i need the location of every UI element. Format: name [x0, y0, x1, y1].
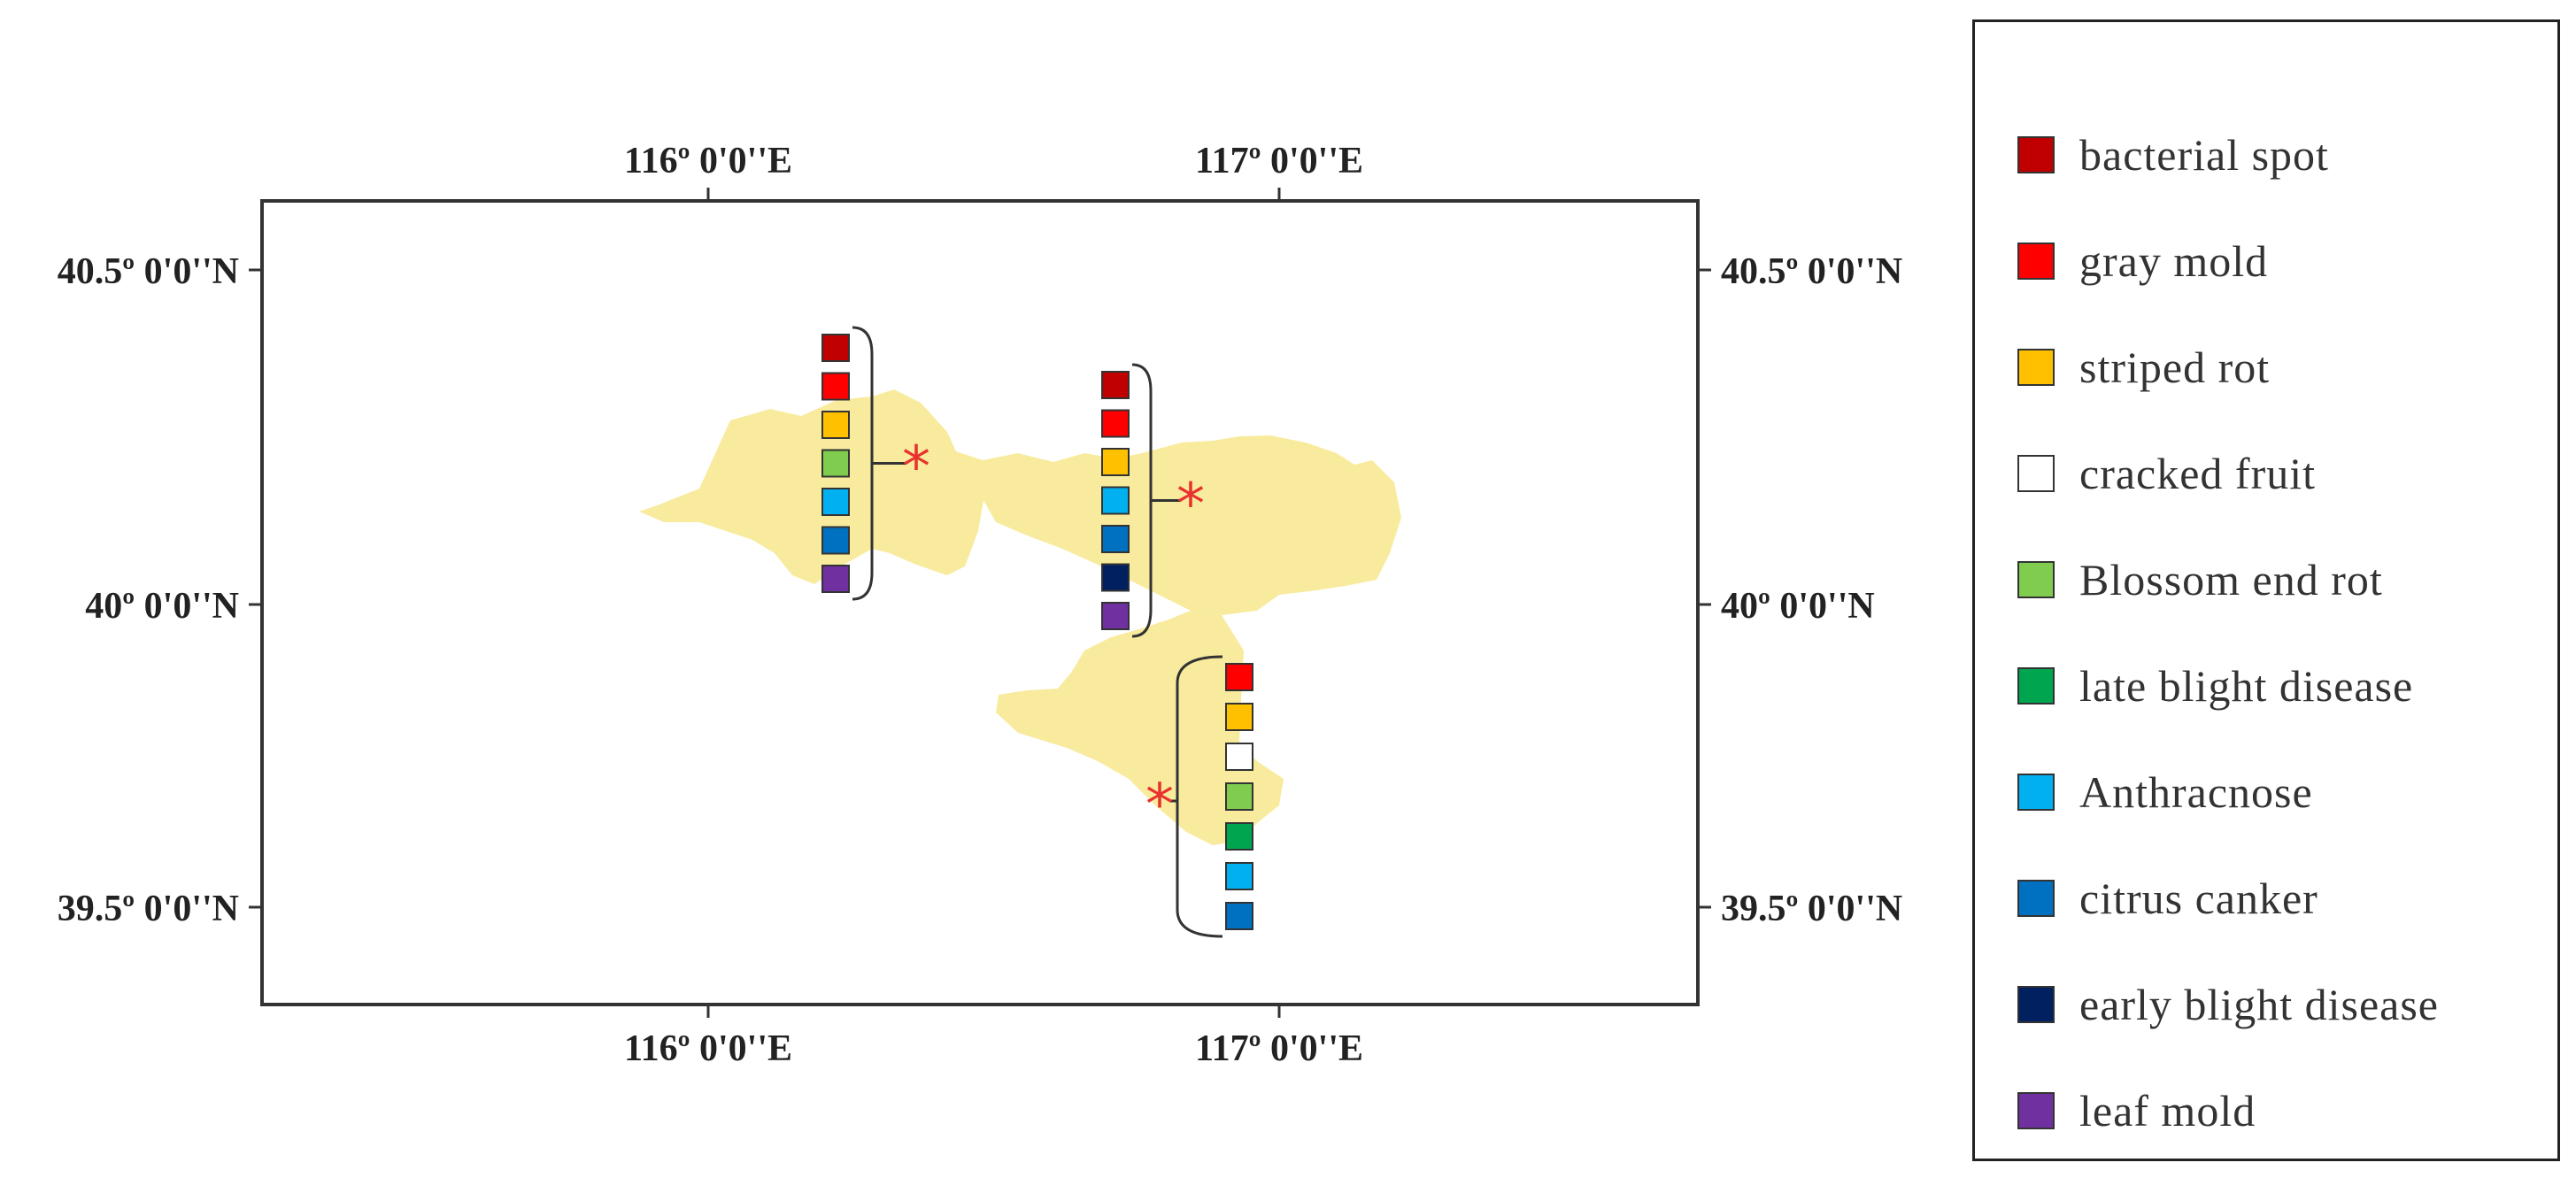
disease-square-striped-rot: [1225, 703, 1253, 731]
site-bracket: [852, 326, 906, 601]
map-frame: [260, 199, 1700, 1006]
right-tick-40-5n: 40.5º 0'0''N: [1721, 251, 1902, 292]
sites-layer: * * *: [821, 326, 1253, 938]
left-tick-39-5n: 39.5º 0'0''N: [58, 889, 239, 929]
site-bracket: [1131, 363, 1180, 638]
left-tick-40-5n: 40.5º 0'0''N: [58, 251, 239, 292]
legend-item-anthracnose: Anthracnose: [2017, 766, 2313, 819]
site-star-marker: *: [1145, 773, 1174, 838]
disease-square-bacterial-spot: [821, 334, 850, 362]
disease-square-citrus-canker: [1101, 525, 1130, 553]
disease-square-anthracnose: [821, 488, 850, 516]
legend-swatch: [2017, 243, 2055, 280]
legend-label: gray mold: [2079, 236, 2269, 286]
left-tick-40n: 40º 0'0''N: [85, 586, 239, 627]
right-tick-40n: 40º 0'0''N: [1721, 586, 1875, 627]
disease-square-citrus-canker: [1225, 902, 1253, 930]
legend-swatch: [2017, 561, 2055, 598]
legend-item-bacterial-spot: bacterial spot: [2017, 128, 2329, 181]
legend-item-striped-rot: striped rot: [2017, 341, 2270, 394]
legend-swatch: [2017, 1092, 2055, 1129]
disease-square-gray-mold: [1225, 663, 1253, 691]
legend-swatch: [2017, 349, 2055, 386]
legend-item-blossom-end-rot: Blossom end rot: [2017, 553, 2383, 606]
legend-label: citrus canker: [2079, 874, 2318, 923]
region-west: [639, 389, 984, 584]
legend-label: late blight disease: [2079, 661, 2414, 711]
disease-square-late-blight: [1225, 822, 1253, 851]
region-northeast: [981, 435, 1401, 615]
disease-square-leaf-mold: [821, 565, 850, 593]
legend-item-gray-mold: gray mold: [2017, 235, 2268, 288]
disease-square-early-blight: [1101, 563, 1130, 592]
legend-label: Blossom end rot: [2079, 555, 2383, 604]
site-south: *: [1145, 655, 1253, 938]
legend: bacterial spot gray mold striped rot cracke…: [1972, 19, 2560, 1161]
disease-square-blossom-end-rot: [821, 449, 850, 478]
legend-swatch: [2017, 455, 2055, 492]
bottom-tick-116e: 116º 0'0''E: [624, 1028, 792, 1069]
region-south: [996, 611, 1284, 845]
disease-square-bacterial-spot: [1101, 371, 1130, 399]
legend-label: early blight disease: [2079, 980, 2439, 1029]
legend-swatch: [2017, 880, 2055, 917]
legend-item-late-blight: late blight disease: [2017, 659, 2413, 712]
site-star-marker: *: [902, 435, 930, 501]
legend-swatch: [2017, 667, 2055, 704]
top-tick-116e: 116º 0'0''E: [624, 141, 792, 181]
site-northeast: *: [1101, 363, 1205, 638]
legend-item-early-blight: early blight disease: [2017, 978, 2439, 1031]
site-west: *: [821, 326, 930, 601]
site-bracket: [1170, 655, 1223, 938]
disease-square-striped-rot: [1101, 448, 1130, 476]
disease-square-citrus-canker: [821, 526, 850, 555]
top-tick-117e: 117º 0'0''E: [1195, 141, 1363, 181]
legend-item-leaf-mold: leaf mold: [2017, 1084, 2256, 1137]
disease-square-gray-mold: [1101, 409, 1130, 438]
legend-label: bacterial spot: [2079, 130, 2329, 180]
disease-square-anthracnose: [1225, 862, 1253, 890]
disease-square-striped-rot: [821, 411, 850, 439]
legend-label: Anthracnose: [2079, 767, 2313, 817]
tick-marks: [249, 188, 1711, 1018]
legend-label: leaf mold: [2079, 1086, 2256, 1136]
disease-square-cracked-fruit: [1225, 743, 1253, 771]
disease-square-leaf-mold: [1101, 602, 1130, 630]
legend-swatch: [2017, 774, 2055, 811]
disease-square-anthracnose: [1101, 486, 1130, 515]
legend-swatch: [2017, 986, 2055, 1023]
legend-item-citrus-canker: citrus canker: [2017, 872, 2318, 925]
disease-square-gray-mold: [821, 372, 850, 401]
bottom-tick-117e: 117º 0'0''E: [1195, 1028, 1363, 1069]
legend-label: striped rot: [2079, 343, 2271, 392]
legend-label: cracked fruit: [2079, 449, 2317, 498]
disease-square-blossom-end-rot: [1225, 782, 1253, 811]
site-star-marker: *: [1176, 473, 1205, 538]
right-tick-39-5n: 39.5º 0'0''N: [1721, 889, 1902, 929]
legend-swatch: [2017, 136, 2055, 173]
legend-item-cracked-fruit: cracked fruit: [2017, 447, 2316, 500]
